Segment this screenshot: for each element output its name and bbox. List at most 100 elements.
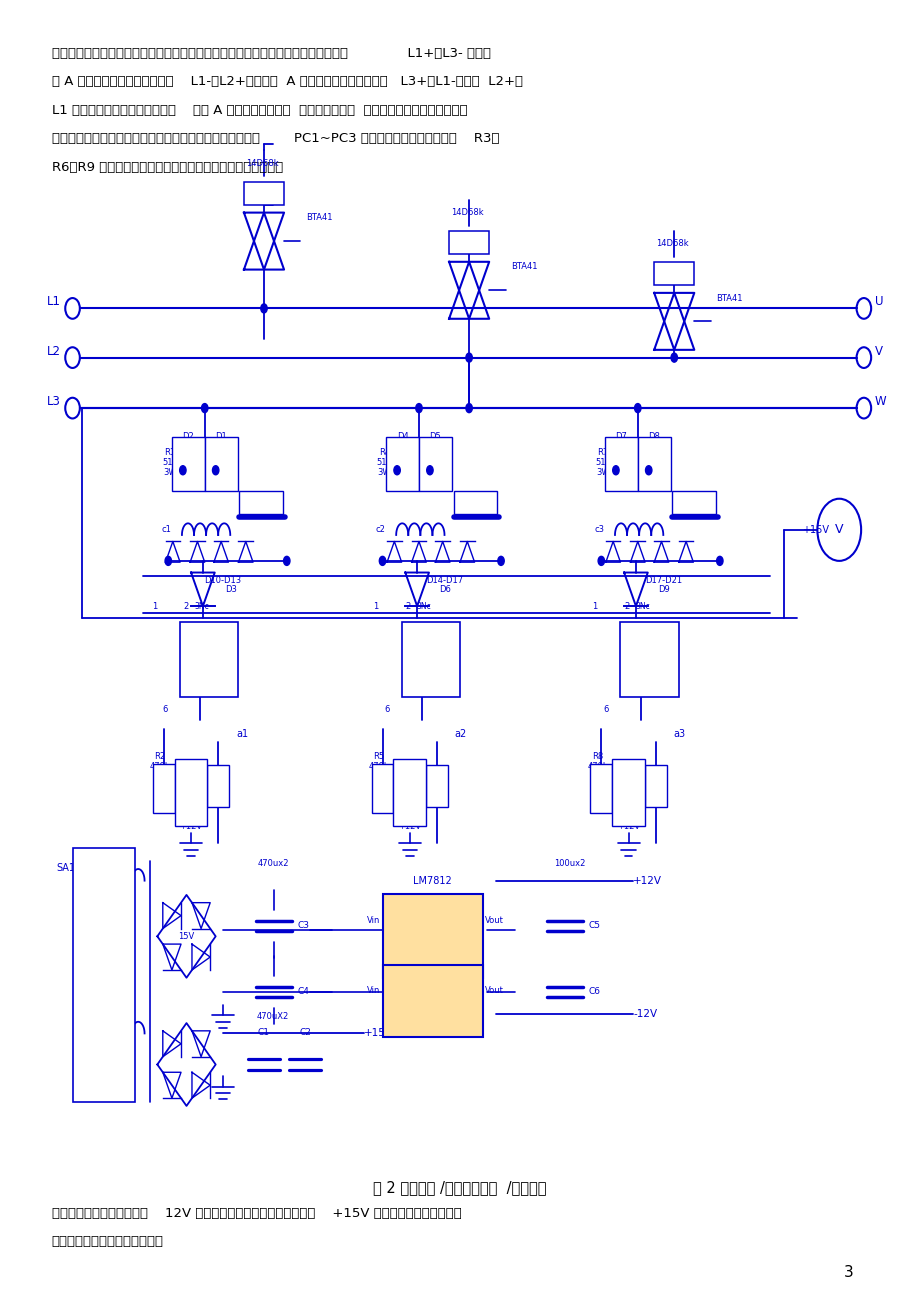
- Text: L1: L1: [47, 296, 61, 309]
- Text: PC3: PC3: [654, 628, 672, 637]
- Circle shape: [379, 556, 385, 566]
- Text: 1: 1: [373, 602, 379, 611]
- Text: 3: 3: [843, 1265, 852, 1281]
- Text: D7: D7: [615, 433, 627, 442]
- Text: D9: D9: [657, 585, 669, 594]
- Text: O: O: [429, 938, 436, 947]
- Text: R7
51k
3W: R7 51k 3W: [595, 447, 610, 477]
- Circle shape: [415, 404, 422, 413]
- Text: BTA41: BTA41: [715, 293, 742, 302]
- Bar: [448, 231, 489, 254]
- Text: R5
470k: R5 470k: [369, 752, 389, 771]
- Text: +15V: +15V: [364, 1028, 392, 1038]
- Text: D1: D1: [215, 433, 227, 442]
- Text: C3: C3: [298, 921, 310, 930]
- Text: R3
10k: R3 10k: [210, 784, 226, 804]
- Circle shape: [283, 556, 289, 566]
- Text: D: D: [189, 774, 196, 783]
- Text: a2: a2: [454, 730, 467, 739]
- Text: PC1: PC1: [214, 628, 232, 637]
- Bar: [172, 437, 205, 491]
- Text: +12V: +12V: [398, 822, 421, 831]
- Bar: [244, 181, 284, 205]
- Bar: [208, 765, 229, 807]
- Text: 为 A 相正半波同步信号，采集的    L1-、L2+信号作为  A 相负半波同步信号，采集   L3+、L1-信号和  L2+、: 为 A 相正半波同步信号，采集的 L1-、L2+信号作为 A 相负半波同步信号，…: [51, 76, 522, 89]
- Text: u: u: [273, 190, 278, 199]
- Circle shape: [465, 404, 471, 413]
- Text: D4: D4: [396, 433, 408, 442]
- Text: C6: C6: [588, 988, 600, 997]
- Text: a1: a1: [236, 730, 248, 739]
- Text: R9
10k: R9 10k: [648, 784, 663, 804]
- Text: D14-D17: D14-D17: [425, 576, 462, 585]
- Bar: [393, 758, 425, 826]
- Text: R2
470k: R2 470k: [150, 752, 170, 771]
- Bar: [619, 622, 678, 697]
- Circle shape: [634, 404, 641, 413]
- Text: 14D68k: 14D68k: [450, 208, 483, 218]
- Circle shape: [201, 404, 208, 413]
- Bar: [653, 262, 694, 285]
- Circle shape: [716, 556, 722, 566]
- Text: LM7812: LM7812: [413, 877, 451, 886]
- Text: 6: 6: [603, 705, 607, 714]
- Bar: [175, 758, 208, 826]
- Text: Vin: Vin: [367, 986, 380, 995]
- Text: 470uX2: 470uX2: [256, 1012, 289, 1022]
- Text: 4N35: 4N35: [436, 646, 460, 654]
- Text: c1: c1: [162, 525, 171, 534]
- Circle shape: [212, 465, 219, 474]
- Bar: [239, 491, 283, 515]
- Bar: [386, 437, 418, 491]
- Text: TB1: TB1: [253, 498, 269, 507]
- Text: +12V: +12V: [617, 822, 640, 831]
- Text: V: V: [874, 344, 882, 357]
- Text: 14D68k: 14D68k: [245, 159, 278, 168]
- Text: D: D: [408, 774, 414, 783]
- Text: R4
51k
3W: R4 51k 3W: [376, 447, 391, 477]
- Circle shape: [260, 304, 267, 313]
- Text: 4N35: 4N35: [214, 646, 238, 654]
- Text: TB3: TB3: [686, 498, 702, 507]
- Text: R6、R9 上得到三相正向宽脉冲信号，输送到后级移相电路。: R6、R9 上得到三相正向宽脉冲信号，输送到后级移相电路。: [51, 160, 282, 173]
- Text: D5: D5: [429, 433, 441, 442]
- Circle shape: [497, 556, 504, 566]
- Bar: [644, 765, 666, 807]
- Text: 6: 6: [384, 705, 390, 714]
- Text: R6
10k: R6 10k: [429, 784, 445, 804]
- Text: u: u: [478, 240, 482, 248]
- Circle shape: [645, 465, 652, 474]
- Text: GND: GND: [418, 1025, 437, 1035]
- Text: c3: c3: [594, 525, 604, 534]
- Circle shape: [612, 465, 618, 474]
- Text: 3Nc: 3Nc: [415, 602, 430, 611]
- Circle shape: [465, 353, 471, 362]
- Circle shape: [393, 465, 400, 474]
- Text: 4N35: 4N35: [654, 646, 678, 654]
- Bar: [605, 437, 637, 491]
- Text: D8: D8: [648, 433, 660, 442]
- Text: PC2: PC2: [436, 628, 453, 637]
- Text: TB2: TB2: [467, 498, 483, 507]
- Text: O: O: [451, 938, 459, 947]
- Bar: [637, 437, 670, 491]
- Text: -12V: -12V: [632, 1009, 657, 1019]
- Text: D2: D2: [182, 433, 194, 442]
- Text: C5: C5: [588, 921, 600, 930]
- Text: 1: 1: [592, 602, 597, 611]
- Text: +12V: +12V: [179, 822, 202, 831]
- Text: 15V: 15V: [94, 859, 111, 868]
- Text: SA1: SA1: [57, 863, 75, 873]
- Bar: [453, 491, 497, 515]
- Circle shape: [670, 353, 676, 362]
- Bar: [418, 437, 451, 491]
- Text: V: V: [834, 524, 843, 537]
- Text: C4: C4: [298, 988, 310, 997]
- Circle shape: [597, 556, 604, 566]
- Text: 2: 2: [623, 602, 629, 611]
- Text: Vout: Vout: [484, 986, 503, 995]
- Text: +12V: +12V: [632, 876, 662, 886]
- Bar: [180, 622, 238, 697]
- Circle shape: [179, 465, 186, 474]
- Text: a3: a3: [673, 730, 685, 739]
